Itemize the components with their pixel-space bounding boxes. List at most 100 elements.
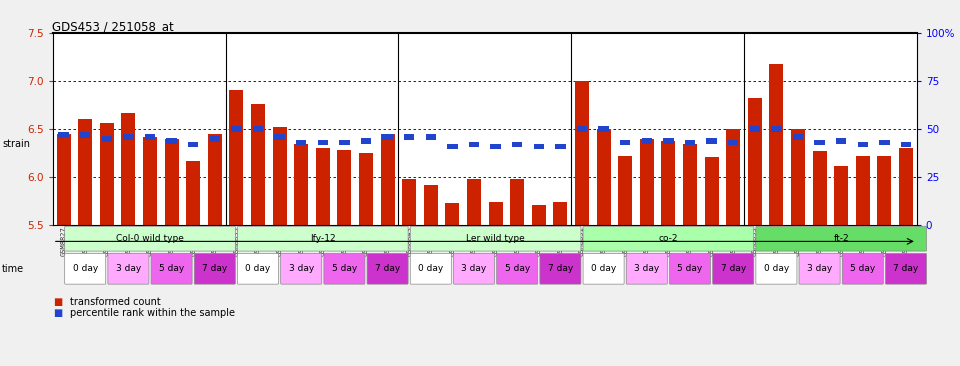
Bar bbox=[318, 140, 328, 145]
Bar bbox=[207, 134, 222, 225]
Text: 7 day: 7 day bbox=[894, 264, 919, 273]
Bar bbox=[102, 136, 112, 142]
Text: 0 day: 0 day bbox=[73, 264, 98, 273]
Bar bbox=[877, 156, 892, 225]
Bar bbox=[425, 134, 436, 140]
Bar bbox=[121, 113, 135, 225]
Bar bbox=[382, 134, 393, 140]
Text: 0 day: 0 day bbox=[764, 264, 789, 273]
Bar bbox=[661, 141, 676, 225]
Bar bbox=[857, 142, 868, 147]
Bar bbox=[380, 134, 395, 225]
FancyBboxPatch shape bbox=[151, 254, 192, 284]
Text: ■: ■ bbox=[53, 297, 62, 307]
Bar bbox=[793, 134, 804, 140]
Text: 7 day: 7 day bbox=[375, 264, 400, 273]
Text: ■: ■ bbox=[53, 308, 62, 318]
Bar bbox=[748, 98, 762, 225]
Text: 5 day: 5 day bbox=[332, 264, 357, 273]
Bar bbox=[812, 151, 827, 225]
FancyBboxPatch shape bbox=[626, 254, 667, 284]
Text: 3 day: 3 day bbox=[635, 264, 660, 273]
Bar bbox=[598, 126, 609, 132]
Bar bbox=[294, 143, 308, 225]
FancyBboxPatch shape bbox=[756, 226, 926, 251]
FancyBboxPatch shape bbox=[237, 254, 278, 284]
Text: transformed count: transformed count bbox=[70, 297, 161, 307]
FancyBboxPatch shape bbox=[280, 254, 322, 284]
Bar bbox=[575, 81, 589, 225]
FancyBboxPatch shape bbox=[496, 254, 538, 284]
FancyBboxPatch shape bbox=[799, 254, 840, 284]
FancyBboxPatch shape bbox=[410, 226, 581, 251]
Bar bbox=[728, 140, 738, 145]
Text: 3 day: 3 day bbox=[807, 264, 832, 273]
Bar bbox=[123, 134, 133, 140]
Bar bbox=[641, 138, 652, 143]
Bar bbox=[663, 138, 674, 143]
Bar bbox=[423, 185, 438, 225]
Bar bbox=[273, 127, 287, 225]
Bar bbox=[316, 148, 330, 225]
Text: 0 day: 0 day bbox=[246, 264, 271, 273]
Bar bbox=[814, 140, 825, 145]
Bar bbox=[726, 129, 740, 225]
Bar bbox=[339, 140, 349, 145]
Bar bbox=[900, 142, 911, 147]
Bar bbox=[57, 134, 71, 225]
FancyBboxPatch shape bbox=[842, 254, 883, 284]
Bar bbox=[402, 179, 417, 225]
Text: 5 day: 5 day bbox=[505, 264, 530, 273]
FancyBboxPatch shape bbox=[756, 254, 797, 284]
FancyBboxPatch shape bbox=[64, 254, 106, 284]
Bar bbox=[209, 136, 220, 142]
Text: 0 day: 0 day bbox=[591, 264, 616, 273]
Text: Col-0 wild type: Col-0 wild type bbox=[116, 234, 184, 243]
Bar bbox=[489, 202, 503, 225]
Bar bbox=[771, 126, 781, 132]
Bar bbox=[577, 126, 588, 132]
Text: 7 day: 7 day bbox=[721, 264, 746, 273]
Text: 5 day: 5 day bbox=[678, 264, 703, 273]
Text: 3 day: 3 day bbox=[289, 264, 314, 273]
Text: 5 day: 5 day bbox=[159, 264, 184, 273]
Text: 0 day: 0 day bbox=[419, 264, 444, 273]
Text: 3 day: 3 day bbox=[462, 264, 487, 273]
FancyBboxPatch shape bbox=[583, 226, 754, 251]
Text: co-2: co-2 bbox=[659, 234, 678, 243]
FancyBboxPatch shape bbox=[324, 254, 365, 284]
Bar bbox=[361, 138, 372, 143]
Text: strain: strain bbox=[2, 139, 30, 149]
Bar bbox=[447, 143, 458, 149]
FancyBboxPatch shape bbox=[108, 254, 149, 284]
Bar bbox=[791, 129, 805, 225]
Bar bbox=[186, 161, 201, 225]
Bar bbox=[684, 140, 695, 145]
FancyBboxPatch shape bbox=[367, 254, 408, 284]
Bar bbox=[555, 143, 565, 149]
Bar bbox=[231, 126, 242, 132]
Bar bbox=[620, 140, 631, 145]
Bar bbox=[404, 134, 415, 140]
Bar bbox=[534, 143, 544, 149]
Bar bbox=[359, 153, 373, 225]
Text: ft-2: ft-2 bbox=[833, 234, 849, 243]
Bar bbox=[59, 132, 69, 138]
Bar bbox=[707, 138, 717, 143]
Bar bbox=[532, 205, 546, 225]
Text: percentile rank within the sample: percentile rank within the sample bbox=[70, 308, 235, 318]
Bar bbox=[337, 150, 351, 225]
Bar bbox=[80, 132, 90, 138]
Text: 5 day: 5 day bbox=[851, 264, 876, 273]
Text: lfy-12: lfy-12 bbox=[310, 234, 336, 243]
Text: 3 day: 3 day bbox=[116, 264, 141, 273]
Bar bbox=[445, 203, 460, 225]
Bar bbox=[296, 140, 306, 145]
Bar bbox=[750, 126, 760, 132]
Text: Ler wild type: Ler wild type bbox=[467, 234, 525, 243]
FancyBboxPatch shape bbox=[194, 254, 235, 284]
FancyBboxPatch shape bbox=[237, 226, 408, 251]
Bar bbox=[769, 64, 783, 225]
Bar bbox=[834, 166, 849, 225]
Bar bbox=[879, 140, 890, 145]
